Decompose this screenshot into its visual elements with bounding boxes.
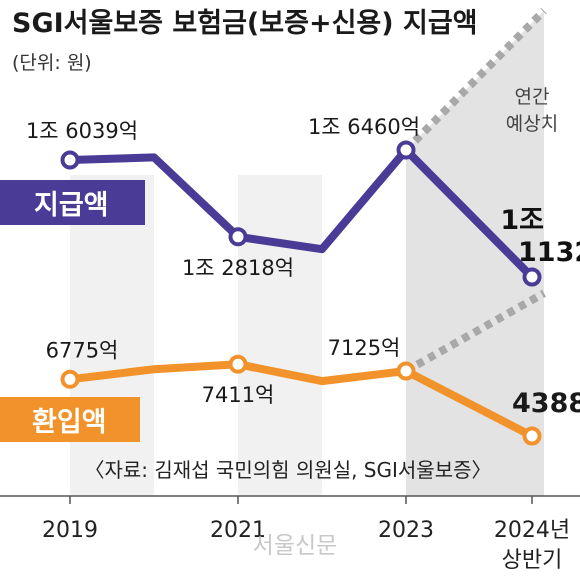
x-tick-label: 2019 bbox=[42, 518, 98, 543]
background-band bbox=[70, 175, 154, 496]
data-label: 1조 6039억 bbox=[26, 119, 138, 143]
data-label: 1조 bbox=[500, 205, 544, 236]
data-point bbox=[228, 227, 248, 247]
series-payments: 1조 6039억 1조 2818억 1조 6460억 1조1132억 bbox=[26, 7, 580, 287]
data-point bbox=[228, 354, 248, 374]
legend-badge-refunds: 환입액 bbox=[0, 397, 140, 442]
watermark: 서울신문 bbox=[253, 533, 338, 559]
unit-note: (단위: 원) bbox=[12, 52, 92, 74]
legend-label-refunds: 환입액 bbox=[32, 407, 107, 438]
data-label: 7125억 bbox=[328, 336, 401, 360]
data-point bbox=[522, 267, 542, 287]
data-point bbox=[522, 426, 542, 446]
data-point bbox=[396, 140, 416, 160]
source-note: 〈자료: 김재섭 국민의힘 의원실, SGI서울보증〉 bbox=[84, 458, 491, 482]
chart-title: SGI서울보증 보험금(보증+신용) 지급액 bbox=[12, 8, 478, 39]
data-point bbox=[396, 361, 416, 381]
data-label: 6775억 bbox=[46, 338, 119, 362]
projection-line bbox=[404, 289, 546, 375]
data-label: 4388억 bbox=[512, 388, 580, 419]
legend-badge-payments: 지급액 bbox=[0, 180, 145, 225]
series-refunds: 6775억 7411억 7125억 4388억 bbox=[46, 289, 580, 446]
x-tick-label: 상반기 bbox=[502, 548, 563, 573]
legend-label-payments: 지급액 bbox=[34, 190, 109, 221]
projection-note-line1: 연간 bbox=[515, 86, 550, 108]
data-point bbox=[60, 369, 80, 389]
data-label: 1132억 bbox=[518, 237, 580, 268]
data-label: 7411억 bbox=[202, 383, 275, 407]
x-tick-label: 2023 bbox=[378, 518, 434, 543]
projection-region bbox=[406, 10, 544, 496]
x-tick-label: 2021 bbox=[210, 518, 266, 543]
series-layer: 1조 6039억 1조 2818억 1조 6460억 1조1132억 6775억 7411… bbox=[26, 7, 580, 446]
series-line bbox=[66, 146, 536, 281]
data-point bbox=[60, 150, 80, 170]
background-band bbox=[238, 175, 322, 496]
chart-background-bands bbox=[70, 175, 322, 496]
projection-line bbox=[403, 7, 547, 153]
data-label: 1조 2818억 bbox=[182, 256, 294, 280]
projection-note-line2: 예상치 bbox=[506, 113, 558, 135]
series-line bbox=[66, 360, 536, 440]
x-tick-label: 2024년 bbox=[494, 518, 570, 543]
data-label: 1조 6460억 bbox=[308, 115, 420, 139]
